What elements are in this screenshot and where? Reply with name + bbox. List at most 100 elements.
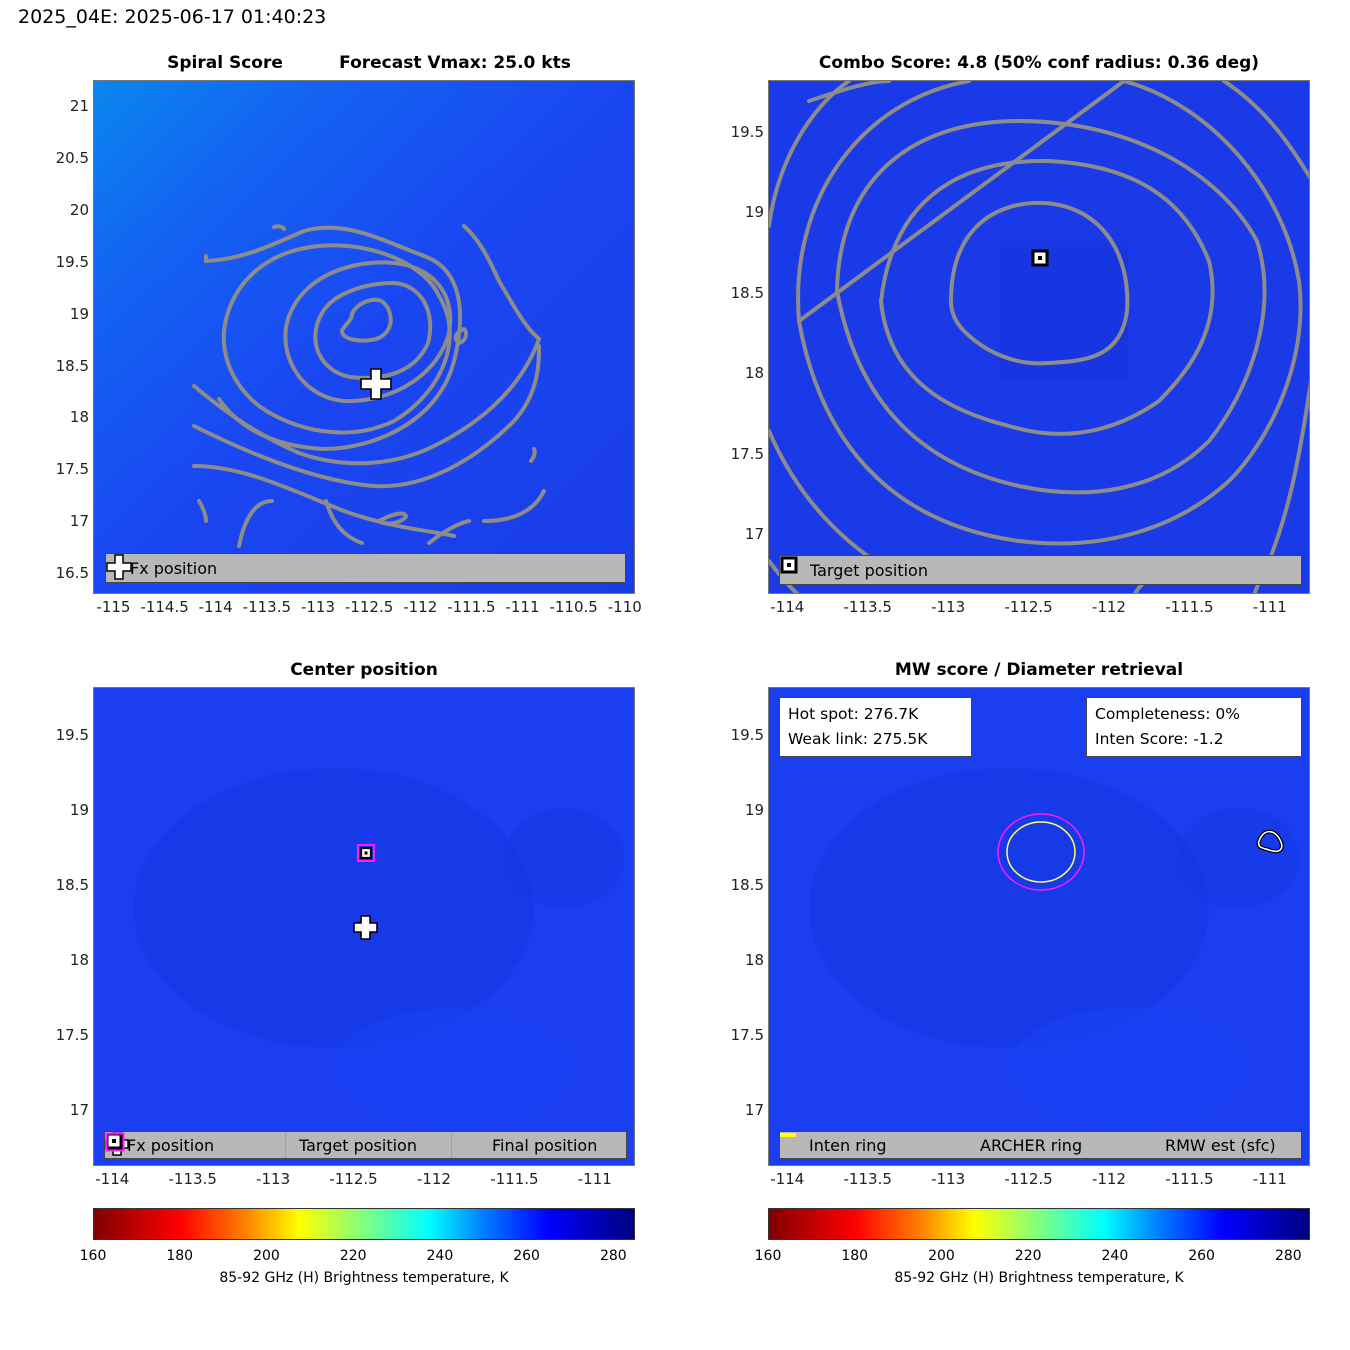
- spiral-score-plot: Fx position: [93, 80, 635, 594]
- legend-item-fx-position: Fx position: [105, 1132, 285, 1156]
- y-tick-label: 19.5: [55, 726, 89, 745]
- combo-score-plot: Target position: [768, 80, 1310, 594]
- center-position-plot: Fx position Target position Final positi…: [93, 687, 635, 1166]
- mw-score-plot: Hot spot: 276.7K Weak link: 275.5K Compl…: [768, 687, 1310, 1166]
- combo-score-legend: Target position: [779, 555, 1302, 585]
- y-tick-label: 17: [69, 512, 89, 531]
- x-tick-label: -112.5: [1004, 598, 1053, 616]
- x-tick-label: -114.5: [140, 598, 189, 616]
- x-tick-label: -114: [770, 598, 805, 616]
- y-tick-label: 17.5: [730, 1026, 764, 1045]
- y-tick-label: 19.5: [730, 726, 764, 745]
- spiral-score-legend: Fx position: [105, 553, 626, 583]
- legend-label: Target position: [299, 1135, 417, 1155]
- brightness-field: [94, 81, 634, 593]
- legend-label: Final position: [492, 1135, 598, 1155]
- x-tick-label: -112.5: [344, 598, 394, 616]
- figure-title: 2025_04E: 2025-06-17 01:40:23: [18, 6, 327, 28]
- hot-spot-text: Hot spot: 276.7K: [788, 705, 919, 723]
- brightness-field: [769, 81, 1309, 593]
- y-tick-label: 19: [69, 801, 89, 820]
- legend-label: Target position: [810, 560, 928, 580]
- y-tick-label: 18.5: [55, 876, 89, 895]
- mw-score-svg: [769, 688, 1309, 1165]
- legend-item-inten-ring: Inten ring: [780, 1133, 955, 1155]
- y-tick-label: 17.5: [55, 1026, 89, 1045]
- legend-label: Fx position: [130, 558, 218, 578]
- x-tick-label: -111: [1252, 598, 1287, 616]
- y-tick-label: 19: [69, 304, 89, 323]
- y-tick-label: 20: [69, 200, 89, 219]
- legend-item-target-position: Target position: [780, 556, 928, 580]
- weak-link-text: Weak link: 275.5K: [788, 730, 928, 748]
- colorbar-tick-label: 180: [841, 1248, 869, 1264]
- x-tick-label: -112.5: [1004, 1170, 1053, 1188]
- archer-ring: [997, 813, 1085, 891]
- y-tick-label: 19.5: [730, 122, 764, 141]
- y-tick-label: 17: [69, 1101, 89, 1120]
- colorbar-tick-label: 220: [1014, 1248, 1042, 1264]
- x-tick-label: -111.5: [490, 1170, 539, 1188]
- y-tick-label: 17.5: [730, 444, 764, 463]
- center-position-legend: Fx position Target position Final positi…: [104, 1131, 627, 1159]
- x-tick-label: -112: [1091, 1170, 1126, 1188]
- legend-item-target-position: Target position: [105, 1132, 451, 1155]
- legend-label: RMW est (sfc): [1165, 1135, 1276, 1155]
- combo-score-title: Combo Score: 4.8 (50% conf radius: 0.36 …: [818, 53, 1260, 73]
- x-tick-label: -110: [607, 598, 642, 616]
- x-tick-label: -113.5: [843, 598, 892, 616]
- y-tick-label: 20.5: [55, 148, 89, 167]
- y-tick-label: 17: [744, 525, 764, 544]
- square-marker-icon: [780, 556, 798, 574]
- y-tick-label: 21: [69, 96, 89, 115]
- target-position-marker: [359, 846, 373, 860]
- x-tick-label: -112: [416, 1170, 451, 1188]
- forecast-vmax-title: Forecast Vmax: 25.0 kts: [339, 53, 571, 73]
- spiral-score-title: Spiral Score: [167, 53, 283, 73]
- legend-label: ARCHER ring: [980, 1135, 1083, 1155]
- inten-score-text: Inten Score: -1.2: [1095, 730, 1224, 748]
- colorbar-tick-label: 280: [599, 1248, 627, 1264]
- y-tick-label: 19: [744, 203, 764, 222]
- x-tick-label: -113.5: [242, 598, 292, 616]
- colorbar-left: [93, 1208, 635, 1240]
- colorbar-tick-label: 200: [928, 1248, 955, 1264]
- rmw-ring: [1006, 821, 1076, 883]
- legend-item-fx-position: Fx position: [106, 554, 218, 580]
- colorbar-tick-label: 180: [166, 1248, 194, 1264]
- center-position-title: Center position: [290, 660, 438, 680]
- fx-position-marker: [360, 368, 392, 400]
- colorbar-left-label: 85-92 GHz (H) Brightness temperature, K: [219, 1270, 509, 1286]
- legend-label: Fx position: [127, 1135, 215, 1155]
- x-tick-label: -111: [1252, 1170, 1287, 1188]
- y-tick-label: 18.5: [730, 876, 764, 895]
- x-tick-label: -112: [403, 598, 438, 616]
- x-tick-label: -111: [505, 598, 540, 616]
- x-tick-label: -115: [96, 598, 131, 616]
- colorbar-tick-label: 260: [513, 1248, 540, 1264]
- legend-item-archer-ring: ARCHER ring: [780, 1133, 1151, 1155]
- completeness-info: Completeness: 0% Inten Score: -1.2: [1086, 697, 1302, 757]
- x-tick-label: -111.5: [447, 598, 496, 616]
- plus-icon: [106, 554, 132, 580]
- colorbar-right-label: 85-92 GHz (H) Brightness temperature, K: [894, 1270, 1184, 1286]
- fx-position-marker: [353, 915, 378, 940]
- legend-item-rmw-est: RMW est (sfc): [780, 1133, 1276, 1155]
- colorbar-tick-label: 160: [754, 1248, 782, 1264]
- y-tick-label: 16.5: [55, 564, 89, 583]
- y-tick-label: 19: [744, 801, 764, 820]
- x-tick-label: -112: [1091, 598, 1126, 616]
- y-tick-label: 18: [69, 408, 89, 427]
- x-tick-label: -111: [577, 1170, 612, 1188]
- colorbar-tick-label: 240: [1101, 1248, 1129, 1264]
- legend-label: Inten ring: [809, 1135, 887, 1155]
- y-tick-label: 19.5: [55, 252, 89, 271]
- colorbar-tick-label: 220: [339, 1248, 367, 1264]
- x-tick-label: -114: [95, 1170, 130, 1188]
- target-position-marker: [1031, 249, 1049, 267]
- mw-score-title: MW score / Diameter retrieval: [894, 660, 1184, 680]
- colorbar-tick-label: 200: [253, 1248, 280, 1264]
- x-tick-label: -113.5: [168, 1170, 217, 1188]
- mw-score-legend: Inten ring ARCHER ring RMW est (sfc): [779, 1131, 1302, 1159]
- brightness-field: [769, 688, 1309, 1165]
